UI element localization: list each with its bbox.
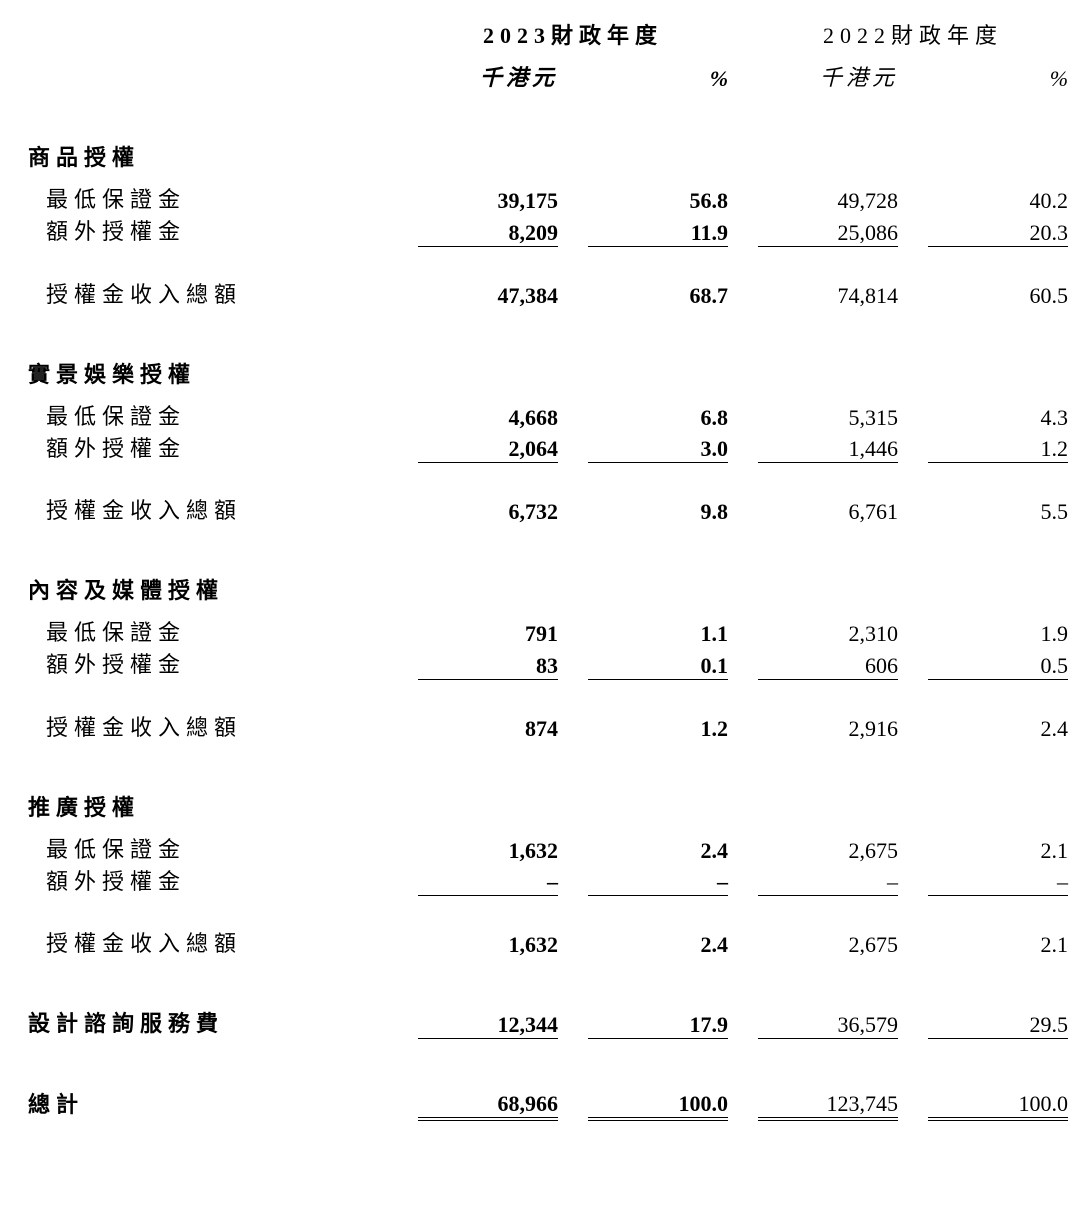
- cell: 60.5: [928, 277, 1068, 309]
- section-title: 內容及媒體授權: [28, 573, 418, 605]
- cell: 1,632: [418, 926, 558, 958]
- cell: 36,579: [758, 1006, 898, 1038]
- cell: 6,761: [758, 493, 898, 525]
- cell: –: [928, 864, 1068, 896]
- cell: 11.9: [588, 214, 728, 246]
- cell: 791: [418, 615, 558, 647]
- cell: 2,064: [418, 431, 558, 463]
- cell: 0.1: [588, 647, 728, 679]
- cell: 123,745: [758, 1087, 898, 1119]
- row-label: 設計諮詢服務費: [28, 1006, 418, 1038]
- subtotal-row: 授權金收入總額 874 1.2 2,916 2.4: [28, 710, 1068, 742]
- row-label: 最低保證金: [28, 182, 418, 214]
- cell: –: [418, 864, 558, 896]
- cell: 29.5: [928, 1006, 1068, 1038]
- row-label: 授權金收入總額: [28, 277, 418, 309]
- row-label: 額外授權金: [28, 864, 418, 896]
- cell: 2,675: [758, 926, 898, 958]
- cell: 6,732: [418, 493, 558, 525]
- table-row: 額外授權金 83 0.1 606 0.5: [28, 647, 1068, 679]
- header-pct-2022: %: [928, 60, 1068, 92]
- cell: 100.0: [928, 1087, 1068, 1119]
- row-label: 總計: [28, 1087, 418, 1119]
- cell: 17.9: [588, 1006, 728, 1038]
- cell: 56.8: [588, 182, 728, 214]
- total-row: 總計 68,966 100.0 123,745 100.0: [28, 1087, 1068, 1119]
- cell: –: [588, 864, 728, 896]
- cell: 2.4: [928, 710, 1068, 742]
- fee-row: 設計諮詢服務費 12,344 17.9 36,579 29.5: [28, 1006, 1068, 1038]
- table-row: 最低保證金 1,632 2.4 2,675 2.1: [28, 832, 1068, 864]
- subtotal-row: 授權金收入總額 6,732 9.8 6,761 5.5: [28, 493, 1068, 525]
- table-row: 最低保證金 791 1.1 2,310 1.9: [28, 615, 1068, 647]
- cell: 25,086: [758, 214, 898, 246]
- header-sub: 千港元 % 千港元 %: [28, 60, 1068, 92]
- row-label: 最低保證金: [28, 615, 418, 647]
- cell: 0.5: [928, 647, 1068, 679]
- cell: 8,209: [418, 214, 558, 246]
- cell: 20.3: [928, 214, 1068, 246]
- cell: 9.8: [588, 493, 728, 525]
- cell: 6.8: [588, 399, 728, 431]
- row-label: 最低保證金: [28, 399, 418, 431]
- cell: 1.2: [588, 710, 728, 742]
- header-amount-2023: 千港元: [418, 60, 558, 92]
- cell: 2,916: [758, 710, 898, 742]
- cell: 1.2: [928, 431, 1068, 463]
- header-year-2022: 2022財政年度: [758, 18, 1068, 50]
- financial-table: 2023財政年度 2022財政年度 千港元 % 千港元 % 商品授權 最低保證金…: [28, 18, 1068, 1121]
- cell: 2.4: [588, 926, 728, 958]
- header-years: 2023財政年度 2022財政年度: [28, 18, 1068, 50]
- cell: 606: [758, 647, 898, 679]
- cell: 39,175: [418, 182, 558, 214]
- row-label: 額外授權金: [28, 431, 418, 463]
- cell: 3.0: [588, 431, 728, 463]
- header-year-2023: 2023財政年度: [418, 18, 728, 50]
- row-label: 最低保證金: [28, 832, 418, 864]
- row-label: 授權金收入總額: [28, 926, 418, 958]
- cell: 2.4: [588, 832, 728, 864]
- cell: 68.7: [588, 277, 728, 309]
- subtotal-row: 授權金收入總額 1,632 2.4 2,675 2.1: [28, 926, 1068, 958]
- row-label: 授權金收入總額: [28, 710, 418, 742]
- section-title: 推廣授權: [28, 790, 418, 822]
- cell: 2,675: [758, 832, 898, 864]
- cell: 68,966: [418, 1087, 558, 1119]
- cell: 100.0: [588, 1087, 728, 1119]
- cell: 4.3: [928, 399, 1068, 431]
- header-amount-2022: 千港元: [758, 60, 898, 92]
- table-row: 額外授權金 2,064 3.0 1,446 1.2: [28, 431, 1068, 463]
- cell: 2,310: [758, 615, 898, 647]
- header-pct-2023: %: [588, 60, 728, 92]
- cell: 4,668: [418, 399, 558, 431]
- cell: 40.2: [928, 182, 1068, 214]
- cell: –: [758, 864, 898, 896]
- cell: 5.5: [928, 493, 1068, 525]
- cell: 1.1: [588, 615, 728, 647]
- cell: 74,814: [758, 277, 898, 309]
- row-label: 額外授權金: [28, 214, 418, 246]
- cell: 1.9: [928, 615, 1068, 647]
- cell: 1,446: [758, 431, 898, 463]
- row-label: 授權金收入總額: [28, 493, 418, 525]
- cell: 5,315: [758, 399, 898, 431]
- subtotal-row: 授權金收入總額 47,384 68.7 74,814 60.5: [28, 277, 1068, 309]
- cell: 12,344: [418, 1006, 558, 1038]
- row-label: 額外授權金: [28, 647, 418, 679]
- cell: 47,384: [418, 277, 558, 309]
- section-title: 商品授權: [28, 140, 418, 172]
- cell: 2.1: [928, 832, 1068, 864]
- table-row: 額外授權金 – – – –: [28, 864, 1068, 896]
- table-row: 最低保證金 39,175 56.8 49,728 40.2: [28, 182, 1068, 214]
- section-title: 實景娛樂授權: [28, 357, 418, 389]
- table-row: 最低保證金 4,668 6.8 5,315 4.3: [28, 399, 1068, 431]
- cell: 874: [418, 710, 558, 742]
- cell: 49,728: [758, 182, 898, 214]
- cell: 83: [418, 647, 558, 679]
- table-row: 額外授權金 8,209 11.9 25,086 20.3: [28, 214, 1068, 246]
- cell: 2.1: [928, 926, 1068, 958]
- cell: 1,632: [418, 832, 558, 864]
